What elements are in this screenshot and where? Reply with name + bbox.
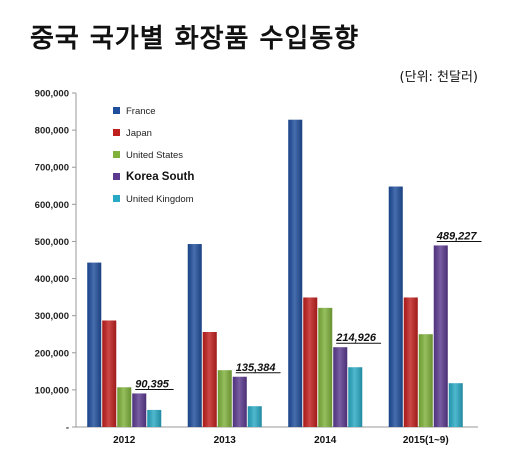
legend-label: United States (126, 150, 183, 161)
data-label: 135,384 (236, 362, 276, 374)
bar-shade (403, 297, 418, 427)
x-tick-label: 2015(1~9) (403, 435, 449, 446)
data-label: 214,926 (335, 332, 377, 344)
x-tick-label: 2013 (214, 435, 237, 446)
y-tick-label: 200,000 (35, 348, 69, 359)
y-tick-label: 600,000 (35, 200, 69, 211)
y-tick-label: 300,000 (35, 311, 69, 322)
legend-label: Japan (126, 128, 152, 139)
bar-shade (87, 262, 102, 427)
legend-swatch (113, 151, 120, 158)
y-tick-label: 400,000 (35, 274, 69, 285)
legend: France Japan United States Korea South Unite… (113, 106, 194, 205)
bar-shade (348, 367, 363, 427)
bars (87, 119, 463, 427)
chart-title: 중국 국가별 화장품 수입동향 (30, 24, 360, 54)
bar-shade (117, 387, 132, 427)
bar-shade (132, 393, 147, 427)
bar-shade (388, 186, 403, 427)
y-tick-label: 700,000 (35, 163, 69, 174)
y-tick-label: - (66, 423, 69, 434)
legend-swatch (113, 173, 120, 180)
data-label: 90,395 (135, 378, 170, 390)
legend-label: United Kingdom (126, 194, 194, 205)
legend-swatch (113, 195, 120, 202)
bar-shade (318, 307, 333, 427)
legend-label: France (126, 106, 156, 117)
y-tick-label: 100,000 (35, 385, 69, 396)
bar-shade (448, 383, 463, 427)
legend-label: Korea South (126, 171, 194, 183)
legend-swatch (113, 107, 120, 114)
x-tick-label: 2012 (113, 435, 136, 446)
y-tick-label: 900,000 (35, 89, 69, 100)
bar-shade (147, 409, 162, 427)
x-axis-ticks: 2012 2013 2014 2015(1~9) (113, 435, 449, 446)
legend-swatch (113, 129, 120, 136)
annotations: 90,395 135,384 214,926 489,227 (135, 230, 482, 390)
bar-shade (433, 245, 448, 427)
bar-shade (418, 334, 433, 427)
axes: - 100,000 200,000 300,000 400,000 500,000 600,… (35, 89, 478, 434)
bar-shade (232, 376, 247, 427)
bar-shade (217, 370, 232, 427)
data-label: 489,227 (436, 230, 478, 242)
bar-shade (247, 406, 262, 427)
x-tick-label: 2014 (314, 435, 337, 446)
bar-shade (102, 320, 117, 427)
bar-shade (288, 119, 303, 427)
unit-label: (단위: 천달러) (399, 70, 478, 85)
bar-shade (333, 347, 348, 427)
bar-shade (202, 331, 217, 427)
bar-shade (187, 244, 202, 427)
y-tick-label: 800,000 (35, 126, 69, 137)
y-tick-label: 500,000 (35, 237, 69, 248)
bar-shade (303, 297, 318, 427)
